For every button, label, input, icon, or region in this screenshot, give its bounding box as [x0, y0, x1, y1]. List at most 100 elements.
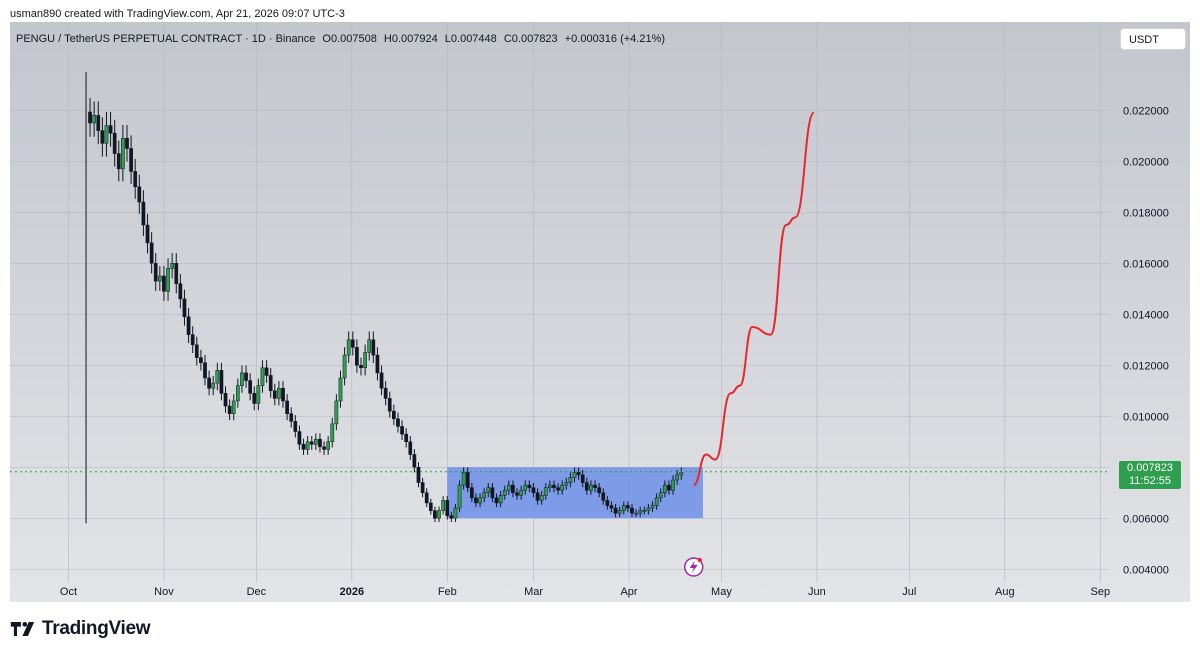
candle-body [437, 510, 441, 519]
candle-body [511, 484, 515, 494]
price-tick-label: 0.010000 [1123, 411, 1169, 423]
projection-line [693, 111, 815, 487]
candle-body [190, 334, 195, 346]
candle-body [248, 380, 253, 394]
candle-body [268, 375, 273, 392]
candle-body [420, 482, 425, 493]
candle-body [129, 148, 133, 172]
candle-body [392, 410, 396, 420]
price-tick-label: 0.012000 [1123, 360, 1169, 372]
candle-body [125, 138, 129, 149]
candle-body [453, 507, 458, 519]
candle-body [293, 421, 298, 432]
candle-body [490, 487, 495, 499]
candle-body [199, 357, 203, 363]
candle-body [182, 298, 187, 318]
time-tick-label: Dec [247, 586, 267, 598]
candle-body [445, 500, 450, 516]
candle-body [141, 201, 146, 226]
candle-body [601, 492, 606, 501]
price-tick-label: 0.018000 [1123, 207, 1169, 219]
candle-body [338, 377, 343, 402]
price-tick-label: 0.016000 [1123, 258, 1169, 270]
candle-body [408, 441, 413, 455]
candle-body [375, 354, 380, 374]
candle-body [149, 242, 154, 264]
symbol-name: PENGU / TetherUS PERPETUAL CONTRACT · 1D… [16, 33, 316, 45]
candle-body [371, 339, 376, 356]
candle-body [145, 224, 150, 244]
current-price-value: 0.007823 [1127, 462, 1173, 474]
candle-body [174, 263, 179, 284]
candle-body [630, 507, 634, 514]
time-tick-label: 2026 [340, 586, 364, 598]
candle-body [272, 390, 277, 399]
candle-body [621, 505, 626, 511]
candle-body [153, 263, 158, 282]
candle-body [400, 426, 404, 435]
candle-body [170, 263, 175, 269]
candle-body [108, 125, 113, 134]
brand-name: TradingView [42, 618, 151, 639]
candle-body [215, 370, 220, 384]
chart-area[interactable]: 0.0040000.0060000.0080000.0100000.012000… [10, 22, 1190, 602]
candle-body [367, 339, 372, 353]
candle-body [244, 372, 248, 381]
candle-body [100, 130, 105, 144]
candle-body [609, 505, 614, 509]
bar-countdown: 11:52:55 [1128, 475, 1171, 487]
candle-body [112, 132, 117, 154]
chart-grid [10, 22, 1110, 582]
candle-body [207, 377, 211, 389]
candle-body [137, 186, 142, 203]
candle-body [654, 497, 659, 506]
ohlc-low: L0.007448 [444, 33, 497, 45]
ohlc-close: C0.007823 [503, 33, 558, 45]
candle-body [334, 400, 339, 425]
candle-body [359, 365, 363, 369]
candle-body [240, 372, 244, 386]
candle-body [227, 405, 232, 414]
candle-body [564, 482, 569, 486]
candle-body [527, 484, 532, 488]
candle-body [441, 500, 445, 511]
candle-body [589, 484, 593, 491]
time-tick-label: Nov [154, 586, 174, 598]
time-tick-label: Feb [438, 586, 457, 598]
candle-body [519, 489, 523, 496]
candle-body [88, 111, 92, 124]
candle-body [634, 512, 638, 515]
candle-body [133, 171, 138, 187]
candle-body [264, 367, 269, 376]
time-tick-label: Jul [902, 586, 916, 598]
bolt-marker-icon [683, 557, 704, 577]
candle-body [379, 372, 384, 389]
candle-body [211, 382, 216, 389]
candle-body [301, 444, 306, 450]
candle-body [231, 400, 236, 414]
candle-body [285, 400, 289, 414]
candle-body [568, 477, 573, 483]
candle-body [576, 472, 581, 476]
price-tick-label: 0.014000 [1123, 309, 1169, 321]
candle-body [597, 487, 601, 493]
candle-body [642, 510, 647, 512]
price-chart[interactable]: 0.0040000.0060000.0080000.0100000.012000… [10, 22, 1190, 602]
currency-button[interactable]: USDT [1120, 28, 1186, 50]
time-tick-label: Oct [60, 586, 77, 598]
candle-body [465, 472, 470, 488]
brand-footer[interactable]: TradingView [10, 618, 151, 640]
candle-body [326, 441, 331, 450]
attribution-text: usman890 created with TradingView.com, A… [10, 8, 345, 20]
ohlc-change: +0.000316 (+4.21%) [564, 33, 666, 45]
projection-curve [693, 111, 815, 487]
candle-body [157, 275, 162, 282]
candle-body [178, 283, 183, 300]
candle-body [605, 500, 610, 506]
candle-body [416, 467, 421, 483]
candle-body [260, 367, 265, 386]
current-price-tag: 0.007823 11:52:55 [1119, 461, 1181, 489]
candle-body [552, 484, 556, 488]
time-tick-label: May [711, 586, 732, 598]
candle-body [506, 484, 511, 491]
